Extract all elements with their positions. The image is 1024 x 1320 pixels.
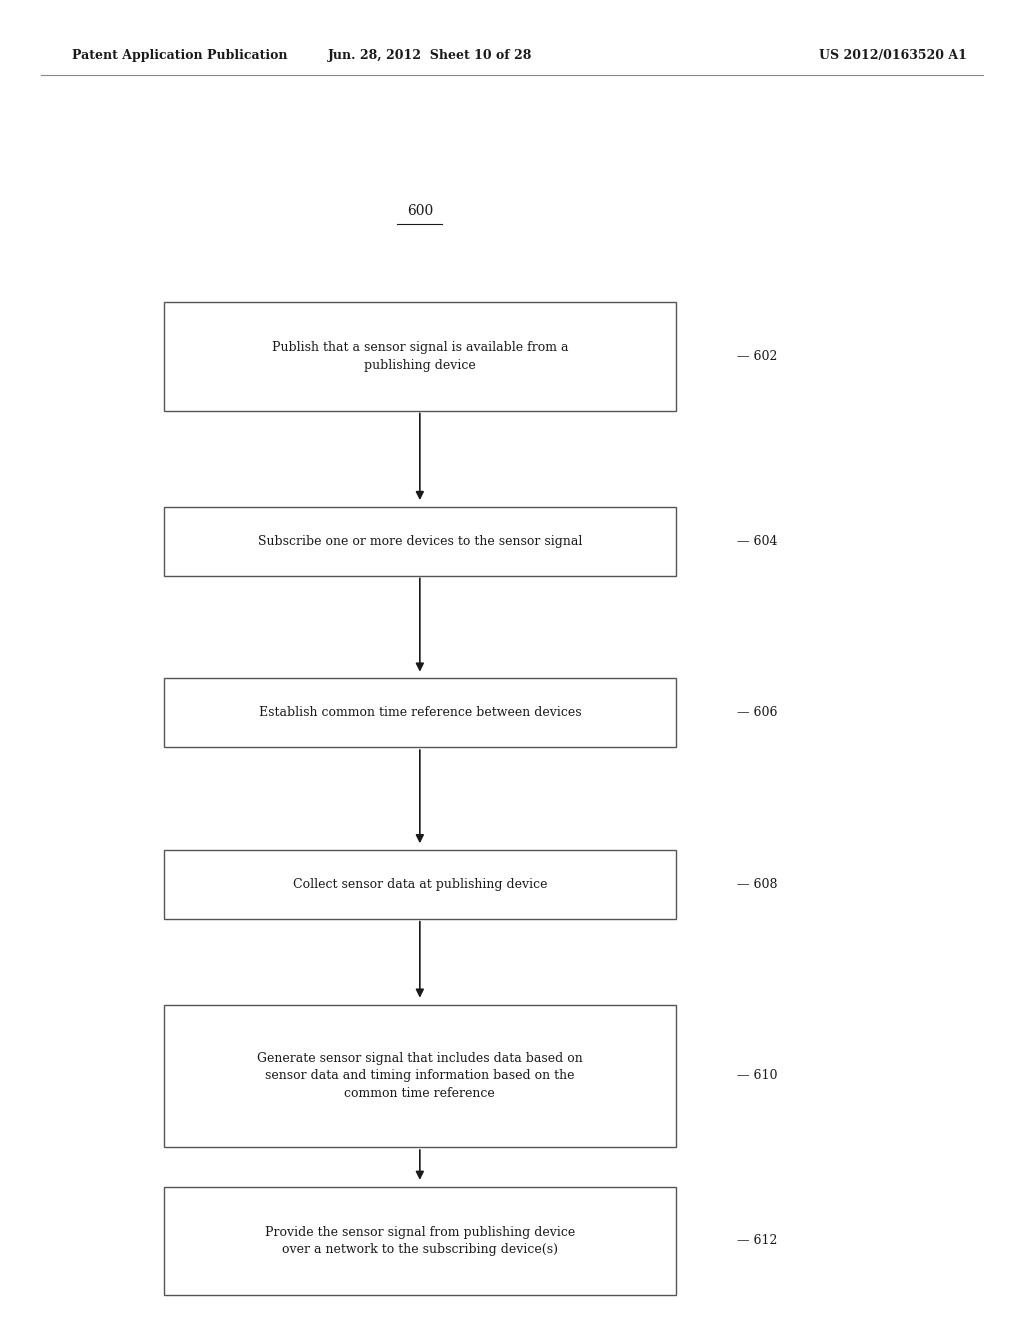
Text: — 612: — 612: [737, 1234, 777, 1247]
Text: — 604: — 604: [737, 535, 778, 548]
Bar: [164, 1187, 676, 1295]
Bar: [164, 1005, 676, 1147]
Text: — 610: — 610: [737, 1069, 778, 1082]
Text: Provide the sensor signal from publishing device
over a network to the subscribi: Provide the sensor signal from publishin…: [265, 1225, 574, 1257]
Text: Establish common time reference between devices: Establish common time reference between …: [258, 706, 582, 719]
Text: — 608: — 608: [737, 878, 778, 891]
Text: Collect sensor data at publishing device: Collect sensor data at publishing device: [293, 878, 547, 891]
Bar: [164, 302, 676, 411]
Text: — 602: — 602: [737, 350, 777, 363]
Text: Subscribe one or more devices to the sensor signal: Subscribe one or more devices to the sen…: [258, 535, 582, 548]
Text: 600: 600: [407, 205, 433, 218]
Bar: [164, 507, 676, 576]
Text: US 2012/0163520 A1: US 2012/0163520 A1: [819, 49, 967, 62]
Text: Generate sensor signal that includes data based on
sensor data and timing inform: Generate sensor signal that includes dat…: [257, 1052, 583, 1100]
Bar: [164, 678, 676, 747]
Text: — 606: — 606: [737, 706, 778, 719]
Text: Jun. 28, 2012  Sheet 10 of 28: Jun. 28, 2012 Sheet 10 of 28: [328, 49, 532, 62]
Text: Patent Application Publication: Patent Application Publication: [72, 49, 287, 62]
Bar: [164, 850, 676, 919]
Text: Publish that a sensor signal is available from a
publishing device: Publish that a sensor signal is availabl…: [271, 341, 568, 372]
